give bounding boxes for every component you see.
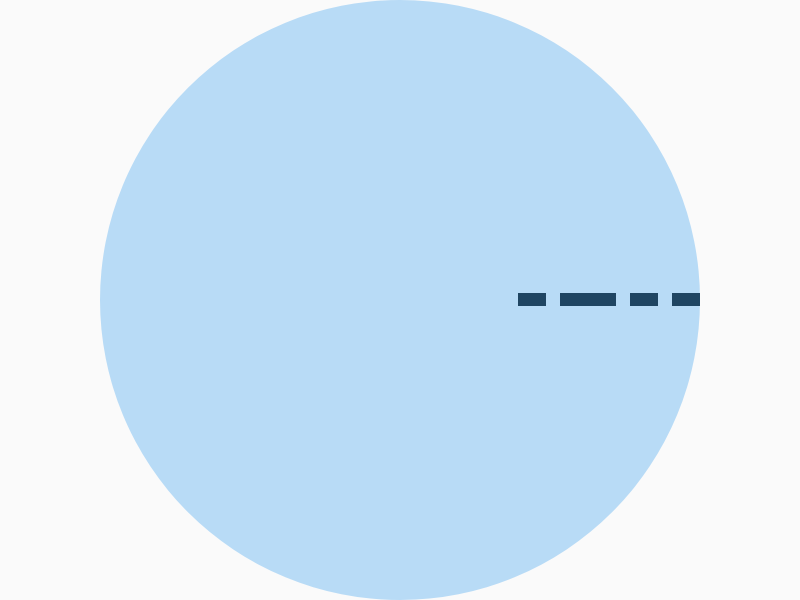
dash-segment	[518, 293, 546, 306]
blue-disc	[100, 0, 700, 600]
dash-segment	[630, 293, 658, 306]
dash-segment	[672, 293, 700, 306]
radius-dash-marker	[518, 293, 700, 306]
dash-segment	[560, 293, 616, 306]
